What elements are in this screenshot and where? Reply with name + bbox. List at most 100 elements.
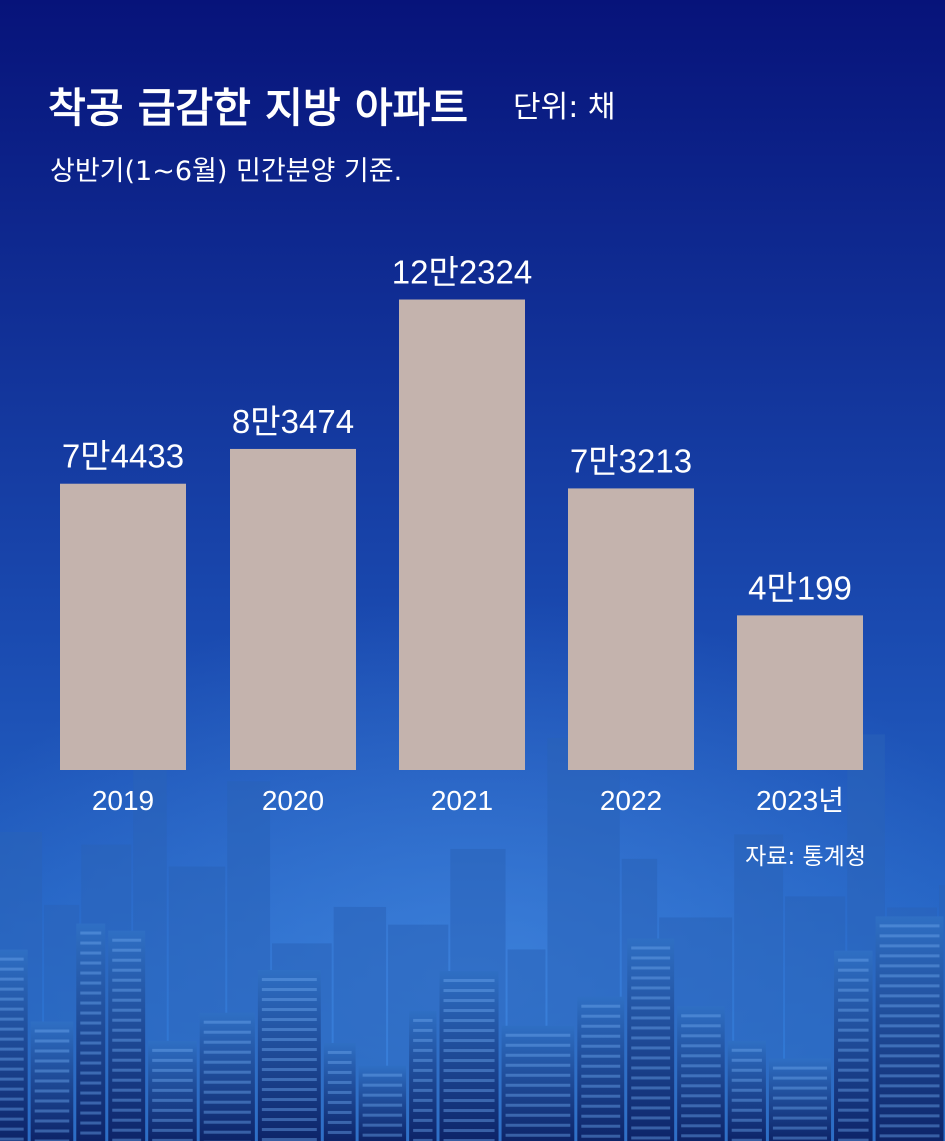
building-front xyxy=(875,916,944,1141)
building-windows xyxy=(879,1084,940,1088)
building-windows xyxy=(772,1106,828,1110)
building-windows xyxy=(0,1127,24,1131)
building-windows xyxy=(112,1128,142,1132)
chart-title: 착공 급감한 지방 아파트 xyxy=(48,84,468,132)
building-windows xyxy=(0,1047,24,1051)
building-windows xyxy=(80,951,102,955)
building-windows xyxy=(80,961,102,965)
building-windows xyxy=(443,1059,495,1063)
building-windows xyxy=(681,1044,721,1048)
building-windows xyxy=(631,1036,671,1040)
building-windows xyxy=(631,1056,671,1060)
building-windows xyxy=(838,998,869,1002)
building-windows xyxy=(631,956,671,960)
building-windows xyxy=(879,954,940,958)
building-windows xyxy=(772,1136,828,1140)
building-windows xyxy=(505,1093,571,1097)
building-windows xyxy=(0,1027,24,1031)
building-windows xyxy=(152,1068,193,1072)
building-windows xyxy=(34,1049,70,1053)
building-windows xyxy=(838,1108,869,1112)
building-windows xyxy=(112,1088,142,1092)
building-windows xyxy=(152,1048,193,1052)
building-windows xyxy=(80,1131,102,1135)
building-windows xyxy=(0,1057,24,1061)
category-label: 2021 xyxy=(431,785,493,816)
building-windows xyxy=(681,1064,721,1068)
building-windows xyxy=(0,1097,24,1101)
building-windows xyxy=(80,1061,102,1065)
building-windows xyxy=(879,1054,940,1058)
building-windows xyxy=(838,968,869,972)
building-windows xyxy=(505,1053,571,1057)
building-windows xyxy=(261,1138,317,1141)
building-windows xyxy=(631,1006,671,1010)
building-windows xyxy=(631,946,671,950)
building-windows xyxy=(80,991,102,995)
building-windows xyxy=(631,1126,671,1130)
building-windows xyxy=(152,1088,193,1092)
building-windows xyxy=(34,1059,70,1063)
building-windows xyxy=(413,1138,433,1141)
building-windows xyxy=(772,1066,828,1070)
building-windows xyxy=(772,1076,828,1080)
building-windows xyxy=(112,1008,142,1012)
building-windows xyxy=(203,1050,251,1054)
building-windows xyxy=(112,1138,142,1141)
building-windows xyxy=(362,1083,403,1087)
building-windows xyxy=(838,1078,869,1082)
building-windows xyxy=(413,1108,433,1112)
building-windows xyxy=(731,1078,762,1082)
building-windows xyxy=(34,1119,70,1123)
building-windows xyxy=(879,974,940,978)
building-windows xyxy=(631,1026,671,1030)
building-windows xyxy=(838,1008,869,1012)
building-windows xyxy=(203,1130,251,1134)
building-windows xyxy=(0,977,24,981)
building-windows xyxy=(879,934,940,938)
building-windows xyxy=(327,1080,352,1084)
building-windows xyxy=(838,988,869,992)
building-windows xyxy=(112,988,142,992)
building-windows xyxy=(631,1106,671,1110)
building-front xyxy=(323,1042,356,1141)
building-windows xyxy=(838,1128,869,1132)
building-windows xyxy=(443,999,495,1003)
building-windows xyxy=(413,1068,433,1072)
building-windows xyxy=(631,986,671,990)
building-windows xyxy=(261,1078,317,1082)
building-windows xyxy=(362,1093,403,1097)
building-windows xyxy=(879,994,940,998)
building-windows xyxy=(203,1100,251,1104)
building-windows xyxy=(879,1044,940,1048)
category-label: 2019 xyxy=(92,785,154,816)
building-windows xyxy=(838,1118,869,1122)
building-windows xyxy=(80,971,102,975)
building-windows xyxy=(80,1041,102,1045)
building-windows xyxy=(413,1088,433,1092)
building-windows xyxy=(0,997,24,1001)
building-windows xyxy=(505,1043,571,1047)
building-windows xyxy=(112,1028,142,1032)
building-windows xyxy=(362,1073,403,1077)
building-windows xyxy=(80,1121,102,1125)
building-windows xyxy=(838,1028,869,1032)
building-windows xyxy=(879,1004,940,1008)
building-windows xyxy=(152,1138,193,1141)
building-windows xyxy=(112,968,142,972)
building-windows xyxy=(631,1066,671,1070)
building-windows xyxy=(879,1014,940,1018)
building-windows xyxy=(413,1028,433,1032)
building-windows xyxy=(681,1014,721,1018)
building-front xyxy=(409,1010,437,1141)
building-windows xyxy=(681,1094,721,1098)
building-windows xyxy=(0,987,24,991)
building-windows xyxy=(34,1089,70,1093)
building-windows xyxy=(112,978,142,982)
bar-2022 xyxy=(568,488,694,770)
value-label: 4만199 xyxy=(748,569,852,606)
building-windows xyxy=(327,1090,352,1094)
building-front xyxy=(577,996,625,1141)
value-label: 12만2324 xyxy=(392,254,532,291)
building-front xyxy=(834,950,873,1141)
